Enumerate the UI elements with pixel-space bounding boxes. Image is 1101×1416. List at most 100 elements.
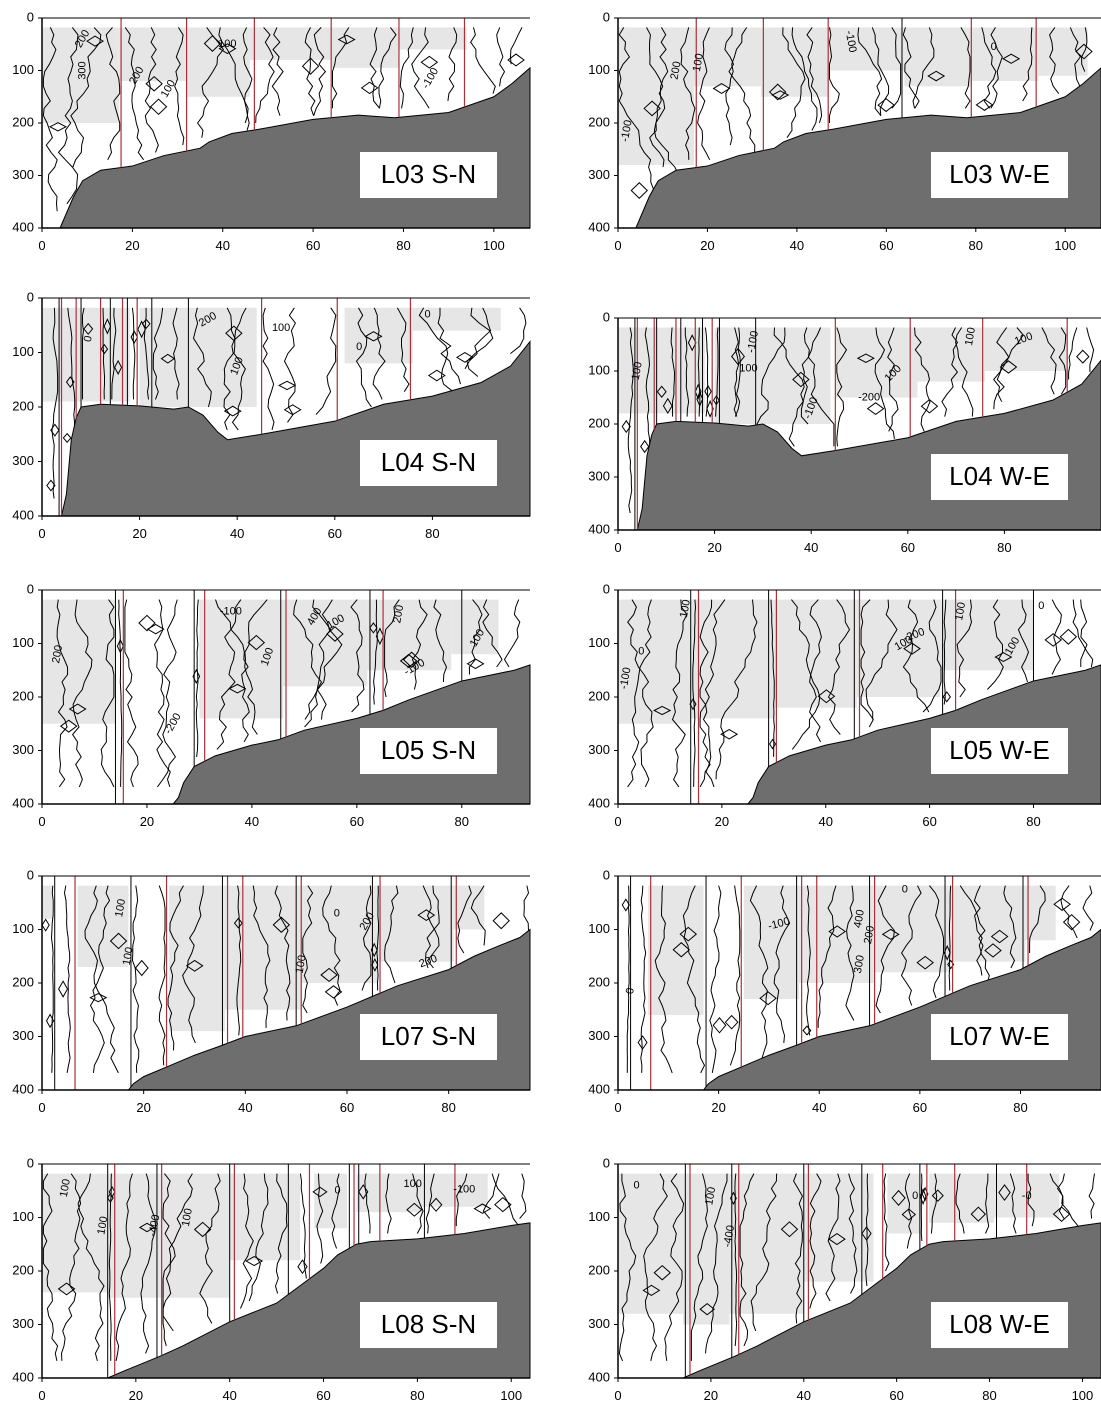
water-column [618,1173,1095,1362]
contour-loop [920,399,939,414]
water-column [618,327,1095,514]
contour-line [664,1173,685,1361]
contour-label: 0 [1038,600,1044,612]
contour-loop [358,1184,369,1200]
contour-line [470,885,486,946]
y-tick-label: 300 [588,468,610,483]
contour-loop [62,432,72,444]
y-tick-label: 100 [12,635,34,650]
y-tick-label: 200 [12,398,34,413]
contour-label: 100 [58,1178,73,1198]
contour-label: 300 [852,954,867,974]
contour-line [115,1173,133,1361]
contour-loop [901,1208,917,1221]
contour-line [466,307,494,377]
x-tick-label: 80 [1013,1100,1027,1115]
contour-line [140,1173,157,1354]
x-tick-label: 80 [969,238,983,253]
contour-line [412,1173,424,1234]
contour-line [378,27,397,109]
contour-line [985,1173,990,1234]
contour-label: 100 [1013,330,1034,348]
seabed [635,67,1101,229]
contour-loop [643,100,661,117]
contour-line [56,599,69,788]
panel-label-box [931,1014,1068,1060]
contour-loop [65,376,75,389]
x-tick-label: 0 [614,540,621,555]
contour-loop [1076,349,1090,364]
contour-line [332,27,350,109]
shaded-region [648,885,704,1016]
contour-line [271,27,284,116]
contour-line [828,27,840,123]
y-tick-label: 200 [12,974,34,989]
contour-line [425,1173,435,1234]
contour-loop [771,90,790,100]
contour-line [900,885,922,1006]
x-tick-label: 80 [997,540,1011,555]
x-tick-label: 60 [922,814,936,829]
x-tick-label: 0 [38,814,45,829]
contour-line [464,307,492,370]
contour-line [82,307,85,400]
panel-label: L08 W-E [949,1309,1050,1339]
contour-loop [621,419,631,434]
x-tick-label: 80 [396,238,410,253]
shaded-region [412,307,501,331]
x-tick-label: 60 [306,238,320,253]
contour-line [1029,885,1046,953]
contour-loop [42,918,50,932]
panel-label: L03 W-E [949,159,1050,189]
contour-loop [662,397,673,415]
y-tick-label: 400 [588,1369,610,1384]
contour-line [124,599,139,788]
contour-loop [45,1013,55,1029]
water-column [42,599,521,788]
contour-loop [68,703,87,715]
contour-line [162,1173,193,1332]
contour-line [782,27,806,138]
contour-line [523,885,530,931]
contour-loop [364,331,383,342]
y-tick-label: 300 [588,1028,610,1043]
contour-loop [731,347,746,366]
shaded-region [904,27,972,87]
contour-loop [48,122,68,132]
contour-loop [998,1184,1011,1201]
contour-line [709,885,722,1073]
contour-loop [233,917,243,929]
contour-loop [203,35,222,52]
contour-line [1080,599,1088,667]
contour-label: 200 [669,60,684,80]
shaded-region [42,27,119,124]
contour-label: 100 [404,1178,422,1190]
x-tick-label: 100 [1054,238,1076,253]
contour-line [773,885,791,1043]
contour-label: 100 [963,326,978,346]
x-tick-label: 40 [230,526,244,541]
panel-label: L05 S-N [381,735,476,765]
water-column [42,885,530,1074]
contour-line [959,885,990,984]
contour-line [105,27,121,161]
contour-line [274,1173,288,1294]
contour-line [733,327,740,417]
contour-label: -400 [147,1214,163,1238]
x-tick-label: 60 [350,814,364,829]
contour-line [1058,327,1067,395]
contour-line [865,1173,869,1287]
contour-line [627,599,652,788]
contour-loop [856,353,875,363]
y-tick-label: 400 [12,1081,34,1096]
contour-line [724,27,756,153]
contour-loop [769,738,777,750]
contour-line [981,27,997,109]
contour-line [825,1173,841,1302]
contour-label: -100 [767,915,791,932]
contour-line [627,599,654,788]
shaded-region [77,885,129,967]
contour-line [447,27,458,102]
